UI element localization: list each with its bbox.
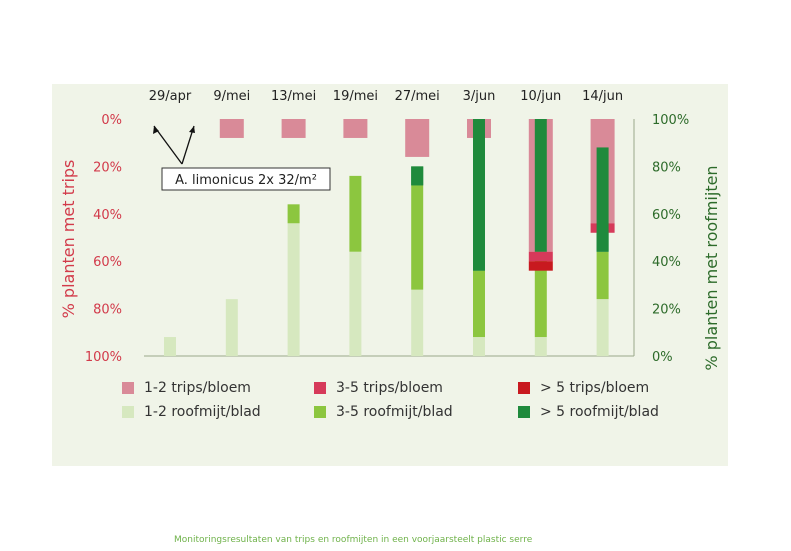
annotation-arrow-left bbox=[153, 125, 183, 165]
left-tick-label: 40% bbox=[93, 208, 122, 223]
roofmijt-bar-segment-top bbox=[596, 147, 609, 252]
category-label: 13/mei bbox=[271, 89, 316, 104]
annotation-text: A. limonicus 2x 32/m² bbox=[175, 173, 317, 188]
left-tick-label: 80% bbox=[93, 303, 122, 318]
roofmijt-bar-segment bbox=[596, 251, 609, 300]
annotation-box bbox=[161, 167, 331, 191]
trips-bar-segment bbox=[281, 119, 306, 138]
roofmijt-bar-segment-top bbox=[473, 119, 485, 271]
left-tick-label: 100% bbox=[85, 350, 122, 365]
left-tick-label: 60% bbox=[93, 255, 122, 270]
roofmijt-bar-segment bbox=[596, 299, 609, 356]
right-tick-label: 100% bbox=[652, 113, 689, 128]
trips-bar-segment bbox=[528, 251, 553, 262]
trips-bar-segment bbox=[343, 119, 368, 138]
legend-swatch bbox=[314, 406, 326, 418]
category-label: 14/jun bbox=[582, 89, 623, 104]
roofmijt-bar-segment bbox=[287, 223, 300, 356]
legend-swatch bbox=[122, 406, 134, 418]
right-tick-label: 20% bbox=[652, 303, 681, 318]
roofmijt-bar-segment bbox=[287, 204, 300, 224]
right-tick-label: 0% bbox=[652, 350, 673, 365]
roofmijt-bar-segment bbox=[411, 185, 424, 290]
legend-swatch bbox=[518, 406, 530, 418]
roofmijt-bar-segment bbox=[225, 299, 238, 356]
roofmijt-bar-segment bbox=[534, 251, 547, 338]
roofmijt-bar-segment bbox=[349, 251, 362, 356]
trips-bar-segment bbox=[219, 119, 244, 138]
right-tick-label: 40% bbox=[652, 255, 681, 270]
chart-svg: % planten met trips % planten met roofmi… bbox=[59, 89, 721, 420]
roofmijt-bar-segment bbox=[534, 337, 547, 356]
trips-bar-segment bbox=[405, 119, 430, 157]
right-axis-title: % planten met roofmijten bbox=[702, 165, 721, 370]
roofmijt-bar-segment bbox=[473, 270, 485, 338]
legend-label: 3-5 trips/bloem bbox=[336, 380, 443, 396]
legend-swatch bbox=[518, 382, 530, 394]
legend-label: > 5 roofmijt/blad bbox=[540, 404, 659, 420]
legend-swatch bbox=[122, 382, 134, 394]
roofmijt-bar-segment bbox=[411, 289, 424, 356]
roofmijt-bar-segment bbox=[349, 175, 362, 252]
legend-label: > 5 trips/bloem bbox=[540, 380, 649, 396]
category-label: 29/apr bbox=[149, 89, 192, 104]
category-label: 27/mei bbox=[395, 89, 440, 104]
category-label: 10/jun bbox=[520, 89, 561, 104]
roofmijt-bar-segment-top bbox=[534, 119, 547, 252]
legend-label: 1-2 trips/bloem bbox=[144, 380, 251, 396]
left-tick-label: 20% bbox=[93, 160, 122, 175]
legend-swatch bbox=[314, 382, 326, 394]
roofmijt-bar-segment-top bbox=[411, 166, 424, 186]
right-tick-label: 80% bbox=[652, 160, 681, 175]
category-label: 3/jun bbox=[463, 89, 496, 104]
category-label: 9/mei bbox=[213, 89, 250, 104]
roofmijt-bar-segment bbox=[473, 337, 485, 356]
annotation-group: A. limonicus 2x 32/m² bbox=[153, 125, 331, 191]
chart-panel: % planten met trips % planten met roofmi… bbox=[52, 84, 728, 545]
legend-label: 1-2 roofmijt/blad bbox=[144, 404, 261, 420]
annotation-arrowhead-left bbox=[153, 126, 159, 134]
left-axis-title: % planten met trips bbox=[59, 160, 78, 319]
left-tick-label: 0% bbox=[101, 113, 122, 128]
roofmijt-bar-segment bbox=[164, 337, 176, 356]
annotation-arrowhead-right bbox=[189, 126, 195, 133]
category-label: 19/mei bbox=[333, 89, 378, 104]
legend-label: 3-5 roofmijt/blad bbox=[336, 404, 453, 420]
right-tick-label: 60% bbox=[652, 208, 681, 223]
trips-bar-segment bbox=[528, 261, 553, 271]
chart-caption: Monitoringsresultaten van trips en roofm… bbox=[174, 535, 533, 545]
